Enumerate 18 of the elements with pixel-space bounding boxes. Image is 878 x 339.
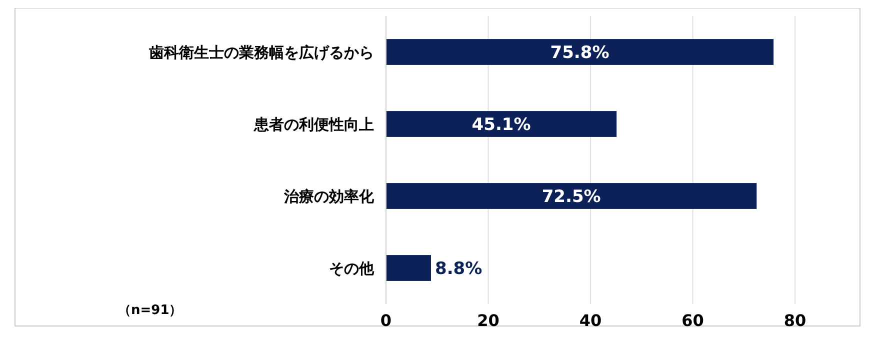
data-label: 75.8% [550, 42, 610, 63]
data-label: 72.5% [542, 186, 601, 207]
y-tick-label: 歯科衛生士の業務幅を広げるから [148, 43, 374, 62]
bar [386, 39, 774, 65]
bar [386, 111, 617, 137]
x-tick-label: 0 [380, 311, 392, 330]
data-label: 8.8% [434, 258, 482, 279]
text: （n=91） [118, 303, 182, 318]
x-tick-label: 40 [579, 311, 602, 330]
x-tick-label: 80 [784, 311, 806, 330]
bar [386, 183, 757, 209]
y-tick-label: 治療の効率化 [283, 187, 375, 206]
y-tick-label: 患者の利便性向上 [253, 115, 374, 134]
x-tick-label: 20 [477, 311, 500, 330]
x-tick-label: 60 [682, 311, 704, 330]
data-label: 45.1% [472, 114, 531, 135]
y-tick-label: その他 [329, 259, 375, 278]
bar [386, 255, 431, 281]
